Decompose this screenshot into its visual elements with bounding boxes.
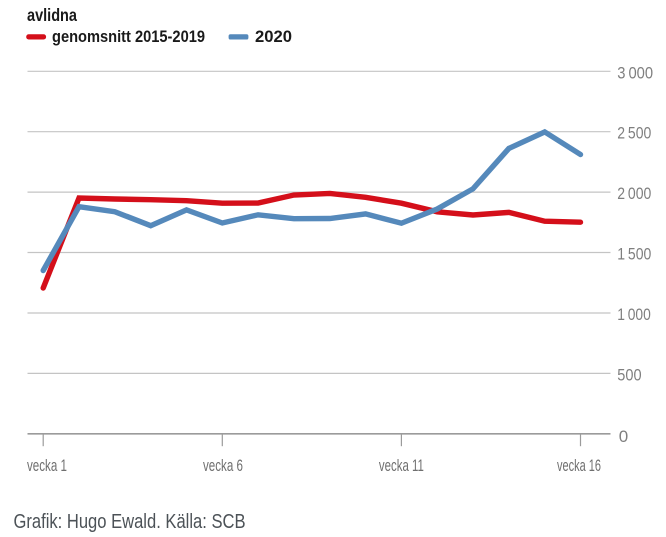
svg-text:vecka 11: vecka 11 <box>379 457 424 475</box>
svg-text:vecka 16: vecka 16 <box>557 457 601 475</box>
svg-text:500: 500 <box>617 365 641 384</box>
svg-text:vecka 6: vecka 6 <box>203 457 243 475</box>
svg-text:avlidna: avlidna <box>27 5 77 25</box>
svg-text:2 000: 2 000 <box>617 184 651 203</box>
svg-text:0: 0 <box>619 427 628 446</box>
svg-text:2020: 2020 <box>255 28 292 46</box>
svg-text:1 500: 1 500 <box>617 245 651 264</box>
svg-text:vecka 1: vecka 1 <box>27 457 67 475</box>
svg-text:Grafik: Hugo Ewald. Källa: SCB: Grafik: Hugo Ewald. Källa: SCB <box>14 510 246 533</box>
svg-text:1 000: 1 000 <box>617 305 651 324</box>
svg-text:3 000: 3 000 <box>617 63 653 82</box>
svg-text:genomsnitt 2015-2019: genomsnitt 2015-2019 <box>52 28 205 46</box>
svg-text:2 500: 2 500 <box>617 124 651 143</box>
